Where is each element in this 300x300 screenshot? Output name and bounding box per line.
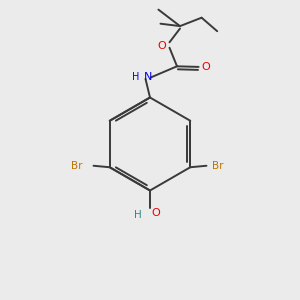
Text: N: N (144, 72, 152, 82)
Text: H: H (134, 209, 141, 220)
Text: O: O (201, 62, 210, 72)
Text: Br: Br (70, 161, 82, 171)
Text: O: O (158, 41, 166, 51)
Text: O: O (151, 208, 160, 218)
Text: Br: Br (212, 161, 224, 171)
Text: H: H (132, 72, 140, 82)
